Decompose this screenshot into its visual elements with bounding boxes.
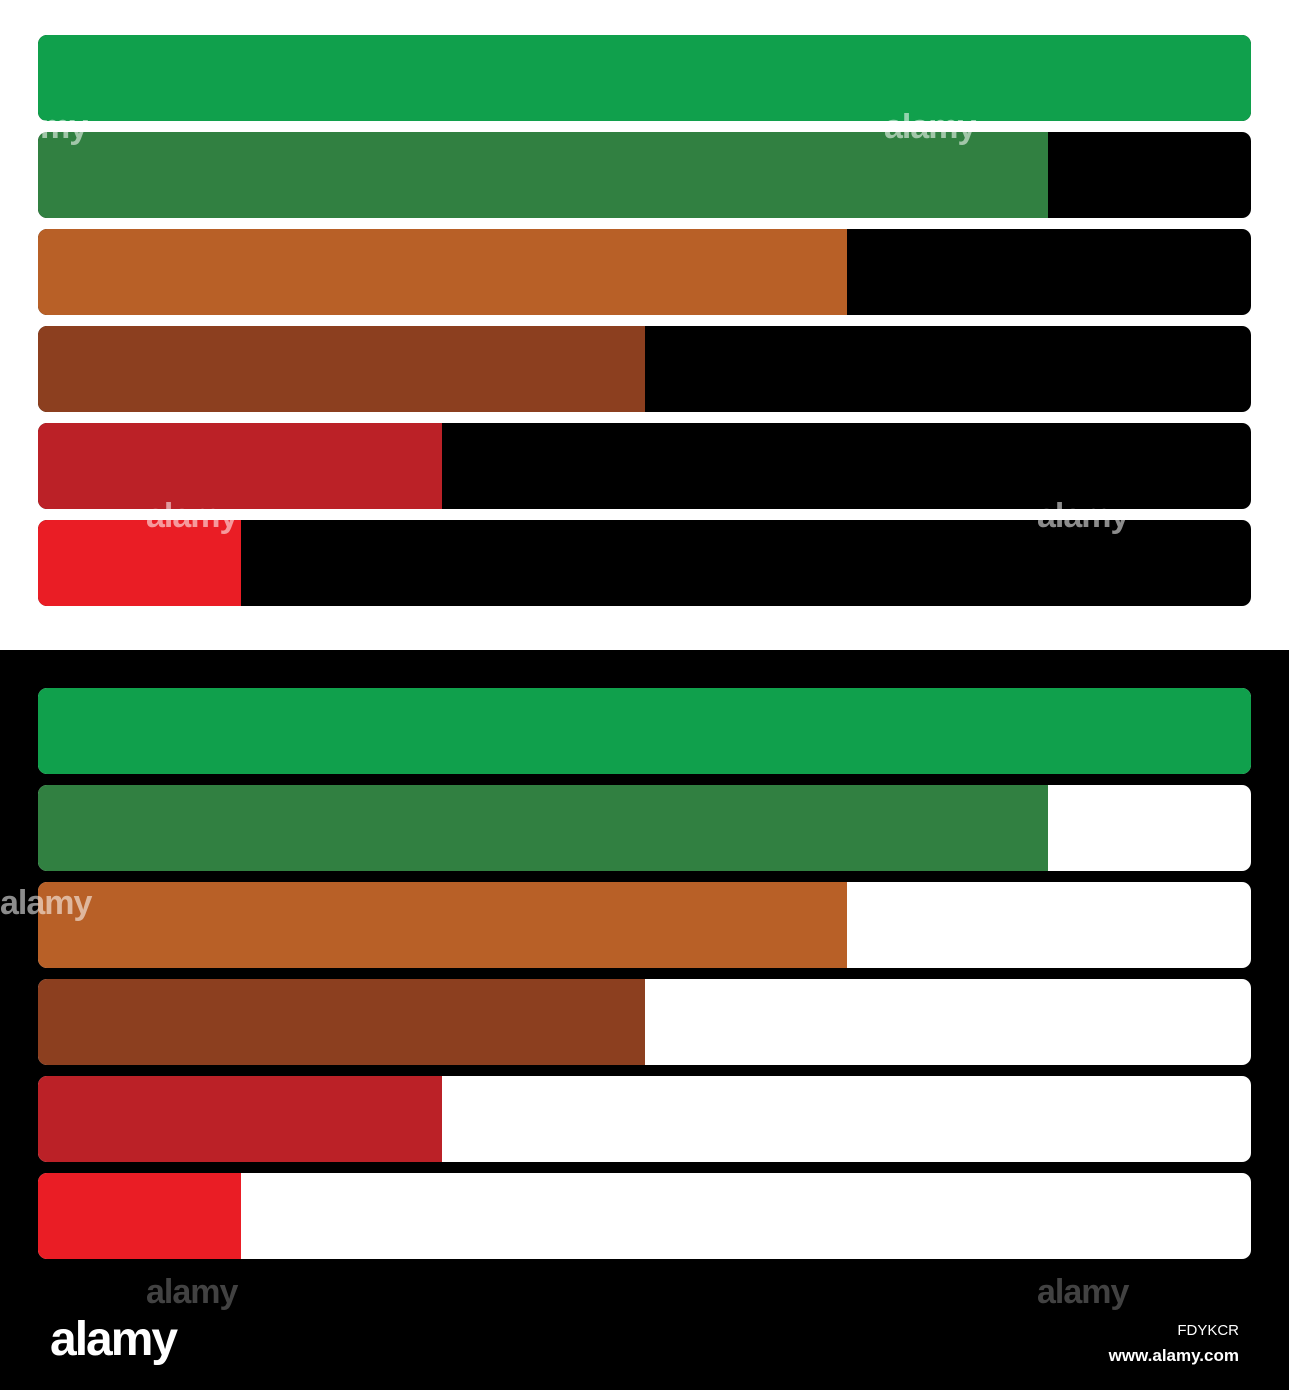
- light-level-83-bar: [38, 132, 1251, 218]
- light-level-17-fill: [38, 520, 241, 606]
- light-level-67-bar: [38, 229, 1251, 315]
- light-level-100-fill: [38, 35, 1251, 121]
- dark-level-50-fill: [38, 979, 645, 1065]
- alamy-url-label: www.alamy.com: [1108, 1346, 1239, 1365]
- dark-level-33-fill: [38, 1076, 442, 1162]
- light-level-83-fill: [38, 132, 1049, 218]
- light-level-100-bar: [38, 35, 1251, 121]
- dark-level-67-fill: [38, 882, 848, 968]
- dark-level-100-fill: [38, 688, 1251, 774]
- dark-level-83-fill: [38, 785, 1049, 871]
- alamy-logo: alamy: [50, 1313, 178, 1366]
- image-id-label: FDYKCR: [1177, 1322, 1239, 1339]
- dark-level-50-bar: [38, 979, 1251, 1065]
- light-level-67-fill: [38, 229, 848, 315]
- light-level-33-fill: [38, 423, 442, 509]
- light-level-50-fill: [38, 326, 645, 412]
- light-level-17-bar: [38, 520, 1251, 606]
- dark-level-33-bar: [38, 1076, 1251, 1162]
- dark-level-83-bar: [38, 785, 1251, 871]
- dark-level-67-bar: [38, 882, 1251, 968]
- dark-level-17-fill: [38, 1173, 241, 1259]
- light-level-33-bar: [38, 423, 1251, 509]
- light-level-50-bar: [38, 326, 1251, 412]
- dark-level-100-bar: [38, 688, 1251, 774]
- dark-level-17-bar: [38, 1173, 1251, 1259]
